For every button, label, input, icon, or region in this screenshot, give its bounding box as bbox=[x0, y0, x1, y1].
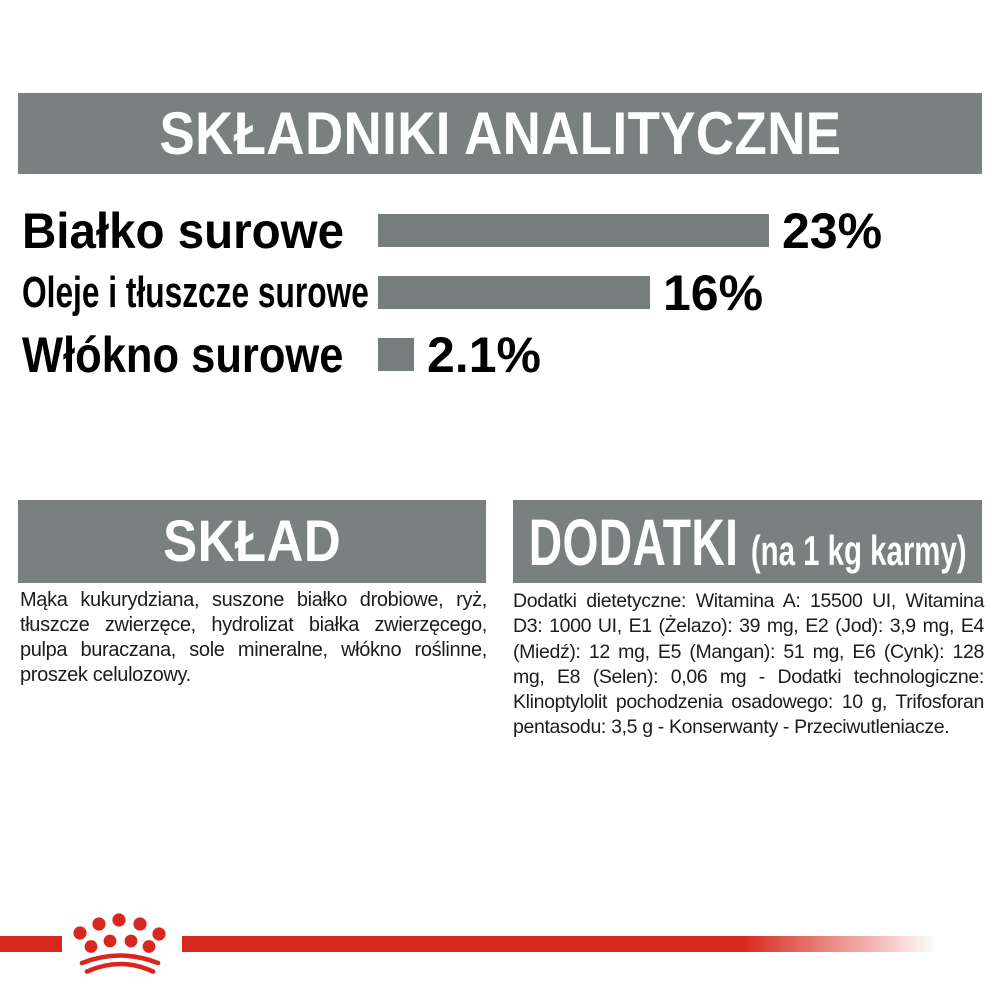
chart-bar-fat bbox=[378, 276, 650, 309]
additives-section-subtitle: (na 1 kg karmy) bbox=[750, 526, 967, 574]
analytical-section-header: SKŁADNIKI ANALITYCZNE bbox=[18, 93, 982, 174]
chart-category-label-fat: Oleje i tłuszcze surowe bbox=[22, 267, 369, 317]
composition-section-title: SKŁAD bbox=[162, 509, 342, 574]
additives-header-text: DODATKI (na 1 kg karmy) bbox=[529, 504, 967, 580]
composition-section-header: SKŁAD bbox=[18, 500, 486, 583]
chart-category-label-fibre: Włókno surowe bbox=[22, 326, 344, 383]
chart-category-label-protein: Białko surowe bbox=[22, 202, 345, 259]
chart-bar-fibre bbox=[378, 338, 414, 371]
chart-value-fibre: 2.1% bbox=[427, 326, 541, 383]
chart-bar-protein bbox=[378, 214, 769, 247]
red-band-right bbox=[182, 936, 938, 952]
royal-canin-crown-icon bbox=[73, 913, 166, 974]
red-band-left bbox=[0, 936, 62, 952]
additives-section-header: DODATKI (na 1 kg karmy) bbox=[513, 500, 982, 583]
chart-row-protein: 23% bbox=[378, 203, 882, 259]
chart-value-fat: 16% bbox=[663, 264, 764, 321]
chart-value-protein: 23% bbox=[782, 202, 883, 259]
analytical-section-title: SKŁADNIKI ANALITYCZNE bbox=[159, 100, 841, 167]
chart-row-fat: 16% bbox=[378, 265, 763, 321]
additives-body-text: Dodatki dietetyczne: Witamina A: 15500 U… bbox=[513, 590, 984, 739]
chart-row-fibre: 2.1% bbox=[378, 327, 541, 383]
additives-section-title: DODATKI bbox=[528, 504, 739, 579]
composition-body-text: Mąka kukurydziana, suszone białko drobio… bbox=[20, 589, 487, 686]
